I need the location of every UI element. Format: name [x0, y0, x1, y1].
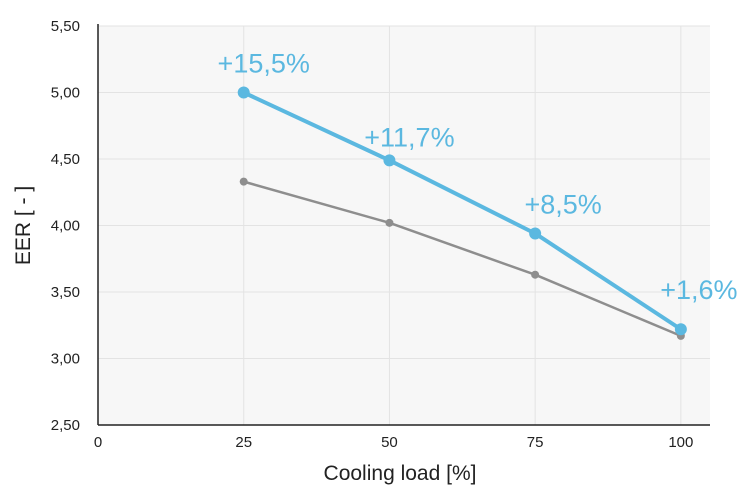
x-tick-label: 25 — [235, 434, 252, 451]
data-point-s2-1 — [237, 86, 250, 99]
y-tick-label: 4,00 — [51, 218, 80, 235]
data-point-s1-2 — [385, 218, 394, 227]
x-tick-label: 100 — [668, 434, 693, 451]
data-label: +8,5% — [524, 189, 601, 219]
x-tick-label: 0 — [94, 434, 102, 451]
series-line-2 — [241, 90, 683, 332]
y-tick-label: 2,50 — [51, 417, 80, 434]
grid — [98, 25, 710, 425]
y-tick-label: 5,00 — [51, 85, 80, 102]
data-label: +1,6% — [660, 275, 737, 305]
data-point-s2-2 — [383, 154, 396, 167]
x-tick-label: 75 — [527, 434, 544, 451]
x-axis-title: Cooling load [%] — [324, 462, 477, 485]
y-tick-label: 4,50 — [51, 151, 80, 168]
series — [237, 86, 687, 340]
axes — [97, 24, 710, 426]
data-label: +15,5% — [218, 49, 310, 79]
y-tick-label: 3,00 — [51, 351, 80, 368]
y-axis-title: EER [ - ] — [12, 186, 35, 265]
x-tick-label: 50 — [381, 434, 398, 451]
data-point-s2-4 — [674, 323, 687, 336]
y-tick-label: 5,50 — [51, 18, 80, 35]
y-tick-label: 3,50 — [51, 284, 80, 301]
data-point-s1-3 — [531, 270, 540, 279]
data-point-s1-1 — [239, 177, 248, 186]
data-label: +11,7% — [364, 122, 454, 152]
data-point-s2-3 — [529, 227, 542, 240]
tick-labels: 2,50 3,00 3,50 4,00 4,50 5,00 5,50 0 25 50 75 100 — [51, 18, 694, 451]
data-labels: +15,5% +11,7% +8,5% +1,6% — [218, 49, 738, 306]
series-line-1 — [242, 180, 683, 338]
